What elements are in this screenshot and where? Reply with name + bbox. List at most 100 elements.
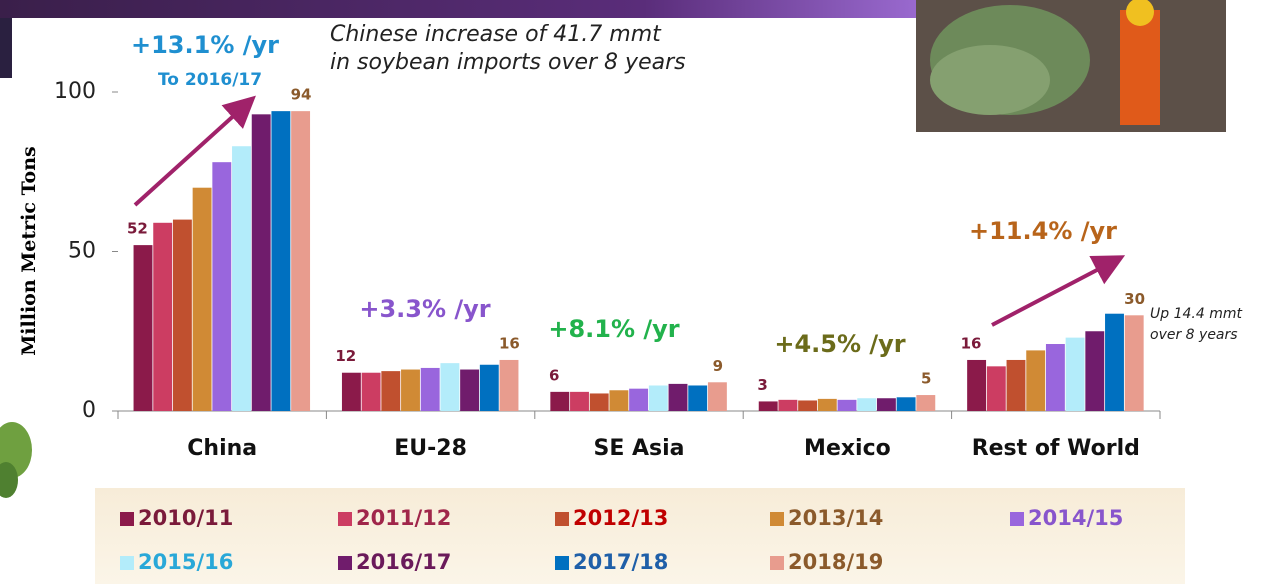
annotation: +3.3% /yr (359, 295, 490, 323)
bar (420, 367, 440, 411)
trend-arrow (991, 255, 1126, 327)
legend-swatch (120, 512, 134, 526)
legend-label: 2015/16 (138, 550, 233, 574)
bar (778, 399, 798, 411)
legend-swatch (555, 556, 569, 570)
x-tick-label: Rest of World (972, 436, 1140, 461)
bar (271, 111, 291, 411)
value-label: 94 (291, 86, 312, 104)
value-label: 16 (961, 334, 982, 352)
y-tick-label: 50 (68, 239, 96, 264)
bar (629, 388, 649, 411)
annotation: +8.1% /yr (548, 315, 679, 343)
legend-band (95, 488, 1185, 584)
bar (1124, 315, 1144, 411)
bar (896, 397, 916, 411)
bar (133, 245, 153, 411)
leaf (0, 422, 32, 498)
bar (758, 401, 778, 411)
bar (460, 369, 480, 411)
value-label: 52 (127, 220, 148, 238)
legend-label: 2013/14 (788, 506, 883, 530)
bar (1026, 350, 1046, 411)
value-label: 6 (549, 366, 559, 384)
legend-label: 2011/12 (356, 506, 451, 530)
bar (570, 391, 589, 411)
y-axis-label: Million Metric Tons (18, 146, 40, 355)
bar (499, 359, 519, 411)
bar (817, 398, 837, 411)
bar (798, 400, 818, 411)
bar (589, 393, 609, 411)
annotation: +13.1% /yr (131, 31, 279, 59)
bar (401, 369, 420, 411)
annotation: in soybean imports over 8 years (330, 50, 686, 75)
bar (172, 219, 192, 411)
bar (479, 364, 499, 411)
legend-swatch (770, 556, 784, 570)
annotation: Chinese increase of 41.7 mmt (330, 22, 662, 47)
bar (837, 399, 857, 411)
bar (609, 390, 629, 411)
bar (916, 395, 936, 411)
bar (1085, 331, 1105, 411)
bar (341, 372, 361, 411)
bar (986, 366, 1006, 411)
left-strip (0, 18, 12, 78)
top-banner (0, 0, 920, 18)
bar (1006, 359, 1026, 411)
bar (212, 162, 232, 411)
x-tick-label: SE Asia (593, 436, 684, 461)
bar (688, 385, 708, 411)
bar (192, 187, 212, 411)
bar (291, 111, 311, 411)
x-tick-label: Mexico (804, 436, 891, 461)
legend-label: 2018/19 (788, 550, 883, 574)
legend-swatch (1010, 512, 1024, 526)
bar (1105, 313, 1124, 411)
legend-label: 2017/18 (573, 550, 668, 574)
bar (1065, 337, 1085, 411)
photo (916, 0, 1226, 132)
x-tick-label: EU-28 (394, 436, 467, 461)
bar (232, 146, 251, 412)
legend-label: 2012/13 (573, 506, 668, 530)
y-tick-label: 100 (54, 79, 96, 104)
bar (381, 371, 401, 411)
value-label: 12 (335, 347, 356, 365)
bar (857, 398, 877, 411)
legend-swatch (120, 556, 134, 570)
y-tick-label: 0 (82, 398, 96, 423)
legend-swatch (555, 512, 569, 526)
bar (967, 359, 987, 411)
bar (153, 222, 173, 411)
legend-label: 2016/17 (356, 550, 451, 574)
value-label: 9 (713, 357, 723, 375)
trend-arrow (133, 95, 256, 207)
bar (1045, 344, 1065, 411)
bar (648, 385, 668, 411)
legend-swatch (338, 556, 352, 570)
value-label: 16 (499, 334, 520, 352)
legend-label: 2010/11 (138, 506, 233, 530)
legend-swatch (770, 512, 784, 526)
annotation: To 2016/17 (158, 70, 262, 90)
annotation: +4.5% /yr (774, 330, 905, 358)
legend-label: 2014/15 (1028, 506, 1123, 530)
annotation: over 8 years (1150, 327, 1238, 343)
bar (550, 391, 570, 411)
annotation: +11.4% /yr (969, 217, 1117, 245)
value-label: 3 (757, 376, 767, 394)
bar (251, 114, 271, 411)
x-tick-label: China (187, 436, 257, 461)
bar (668, 383, 688, 411)
value-label: 5 (921, 370, 931, 388)
bar (361, 372, 381, 411)
annotation: Up 14.4 mmt (1150, 306, 1242, 322)
bar (440, 363, 460, 411)
bar (876, 398, 896, 411)
legend-swatch (338, 512, 352, 526)
value-label: 30 (1124, 290, 1145, 308)
bar (707, 382, 727, 411)
